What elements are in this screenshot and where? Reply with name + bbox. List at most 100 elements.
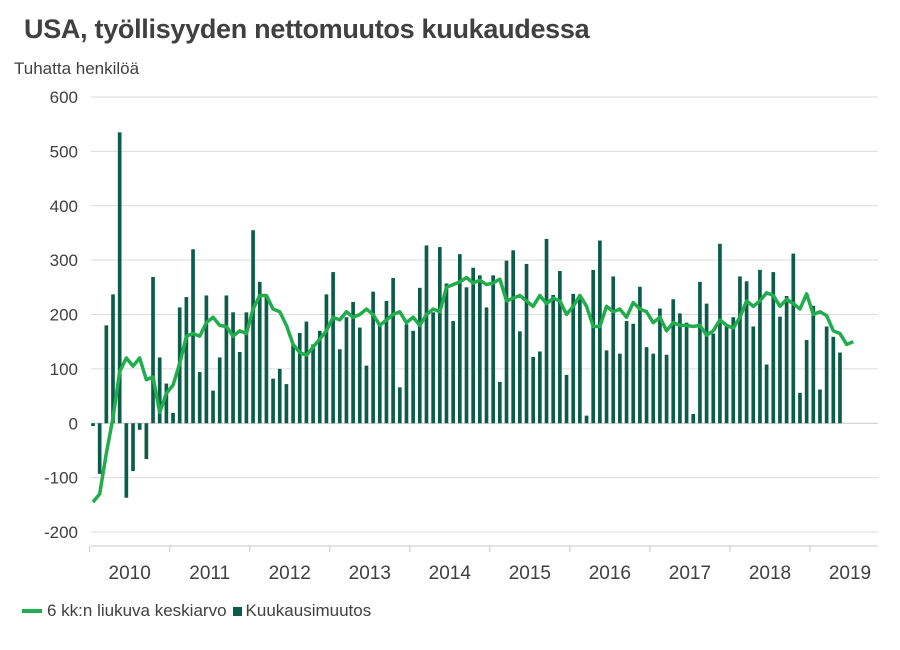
bar [551, 294, 556, 424]
bar [718, 243, 722, 424]
bar [364, 365, 369, 424]
bar [711, 333, 716, 424]
bar [678, 313, 682, 424]
bar [558, 271, 562, 424]
bar [117, 132, 122, 424]
bar [824, 326, 829, 424]
bar [337, 349, 342, 424]
bar [778, 316, 782, 424]
bar [771, 272, 776, 424]
bar [524, 263, 529, 424]
bar [484, 307, 489, 424]
bar [544, 238, 549, 424]
bar [684, 322, 689, 424]
x-tick-label: 2014 [429, 563, 472, 584]
bar [838, 352, 842, 424]
bar [111, 294, 115, 424]
bar [724, 325, 729, 424]
bar [444, 283, 449, 424]
bar [651, 353, 656, 424]
bar [798, 392, 802, 424]
legend: 6 kk:n liukuva keskiarvo Kuukausimuutos [22, 601, 371, 621]
bar [491, 275, 496, 424]
y-tick-label: 200 [50, 306, 78, 325]
chart-title: USA, työllisyyden nettomuutos kuukaudess… [24, 14, 590, 44]
bar [538, 351, 542, 424]
bar [731, 317, 736, 424]
bar [578, 298, 582, 424]
bar [611, 276, 616, 424]
bar [691, 414, 696, 424]
bar [518, 331, 522, 424]
bar [277, 368, 282, 424]
x-tick-label: 2011 [189, 563, 230, 584]
bar [804, 340, 809, 424]
bar [431, 312, 435, 424]
bar [151, 276, 155, 424]
bar [531, 356, 536, 424]
y-axis-unit-label: Tuhatta henkilöä [14, 59, 140, 78]
x-tick-label: 2012 [269, 563, 311, 584]
bar [477, 275, 482, 424]
bar [411, 330, 415, 424]
y-tick-label: -100 [44, 469, 78, 488]
y-tick-label: 600 [50, 88, 78, 107]
bar [157, 357, 162, 424]
bar [144, 423, 149, 460]
bar [498, 381, 502, 424]
bar [377, 323, 382, 424]
bar [704, 303, 709, 424]
bar [224, 295, 229, 424]
y-tick-label: 500 [50, 142, 78, 161]
bar [317, 330, 322, 424]
bar [104, 325, 109, 424]
bar [124, 423, 129, 498]
bar [331, 272, 335, 424]
bar [191, 249, 195, 424]
bar [738, 276, 742, 424]
bar [764, 364, 769, 424]
bar [264, 296, 269, 424]
bar [791, 253, 796, 424]
bar [644, 347, 649, 424]
bar [204, 295, 209, 424]
bar [424, 245, 429, 424]
bar [131, 423, 135, 472]
x-tick-label: 2019 [829, 563, 871, 584]
bar [758, 269, 762, 424]
bar [437, 247, 442, 424]
bar [584, 415, 589, 424]
y-tick-label: 300 [50, 251, 78, 270]
y-tick-label: -200 [44, 523, 78, 542]
bar [591, 269, 596, 424]
bar [811, 305, 816, 424]
bar [197, 372, 202, 424]
bar [618, 353, 622, 424]
bar [297, 332, 302, 424]
bar [658, 308, 662, 424]
bar [237, 352, 242, 424]
x-tick-label: 2015 [509, 563, 551, 584]
moving-average-line [91, 275, 854, 504]
bar [97, 423, 102, 474]
bar [171, 412, 175, 424]
bar [511, 250, 516, 424]
bar [818, 389, 822, 424]
x-tick-label: 2018 [749, 563, 791, 584]
bar [464, 287, 469, 424]
bar [351, 301, 355, 424]
bar [831, 336, 836, 424]
bar [304, 321, 309, 424]
bar [244, 312, 249, 424]
bar [384, 300, 389, 424]
bar [371, 291, 375, 424]
bar [211, 390, 215, 424]
x-tick-label: 2013 [349, 563, 391, 584]
legend-line-label: 6 kk:n liukuva keskiarvo [47, 601, 227, 620]
bar [257, 281, 262, 424]
bar [391, 278, 395, 424]
bar [457, 254, 462, 424]
bar [284, 384, 289, 424]
